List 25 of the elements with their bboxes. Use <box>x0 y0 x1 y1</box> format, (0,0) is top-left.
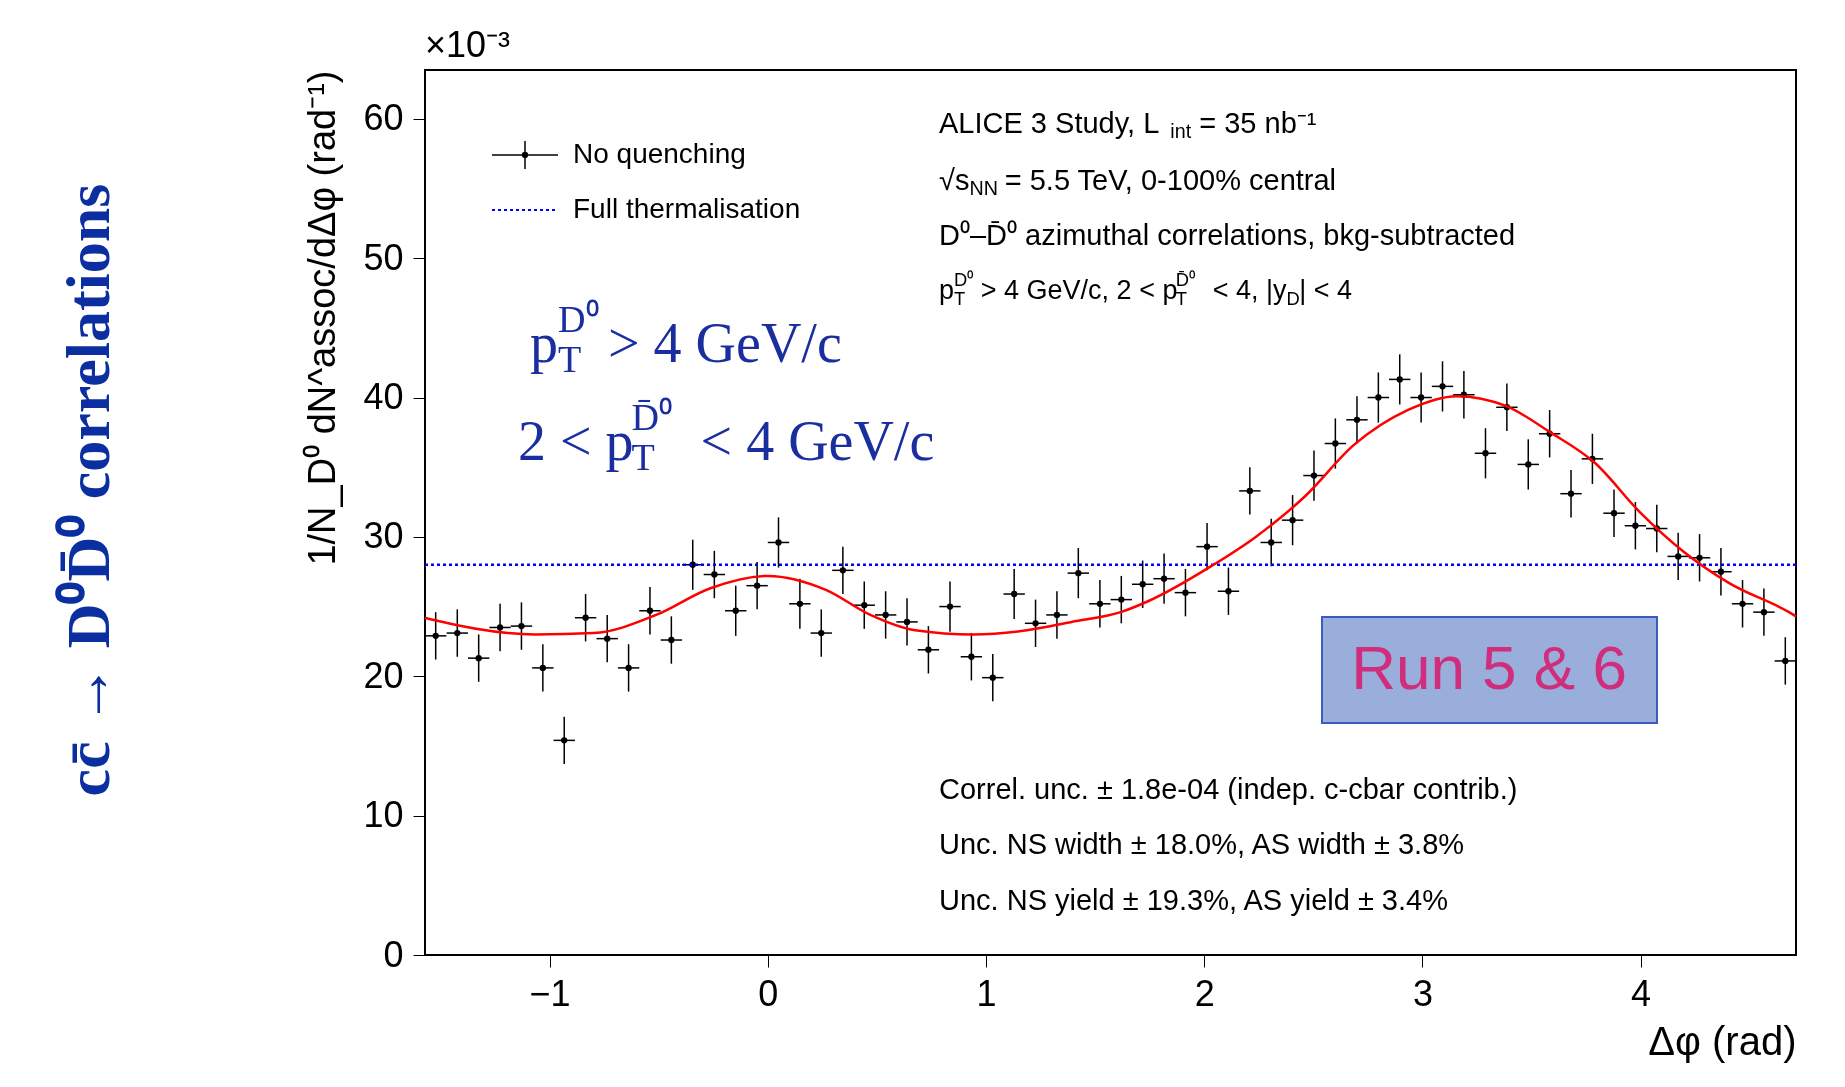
y-axis-title: 1/N_D⁰ dN^assoc/dΔφ (rad⁻¹) <box>301 70 344 566</box>
y-tick-label: 10 <box>363 794 404 836</box>
annotation: Unc. NS yield ± 19.3%, AS yield ± 3.4% <box>939 884 1448 916</box>
annotation: Run 5 & 6 <box>1351 633 1627 702</box>
y-tick-label: 40 <box>363 376 404 418</box>
y-tick-label: 50 <box>363 236 404 278</box>
text: cc̄ → D⁰D̄⁰ correlations <box>54 183 122 797</box>
x-tick-label: 1 <box>976 972 997 1014</box>
x-tick-label: 4 <box>1631 972 1652 1014</box>
y-tick-label: 20 <box>363 654 404 696</box>
legend-label: Full thermalisation <box>573 193 801 224</box>
annotation: Unc. NS width ± 18.0%, AS width ± 3.8% <box>939 828 1465 860</box>
x-tick-label: 2 <box>1194 972 1215 1014</box>
x-tick-label: −1 <box>529 972 571 1014</box>
annotation: Correl. unc. ± 1.8e-04 (indep. c-cbar contrib.) <box>939 773 1518 805</box>
y-tick-label: 0 <box>383 933 404 975</box>
text: ×10⁻³ <box>425 24 511 65</box>
y-tick-label: 60 <box>363 97 404 139</box>
annotation: D⁰–D̄⁰ azimuthal correlations, bkg-subtracted <box>939 219 1516 251</box>
x-axis-title: Δφ (rad) <box>1648 1018 1797 1063</box>
line-series <box>423 394 1798 636</box>
x-tick-label: 0 <box>758 972 779 1014</box>
legend-label: No quenching <box>573 138 746 169</box>
x-tick-label: 3 <box>1412 972 1433 1014</box>
y-tick-label: 30 <box>363 515 404 557</box>
